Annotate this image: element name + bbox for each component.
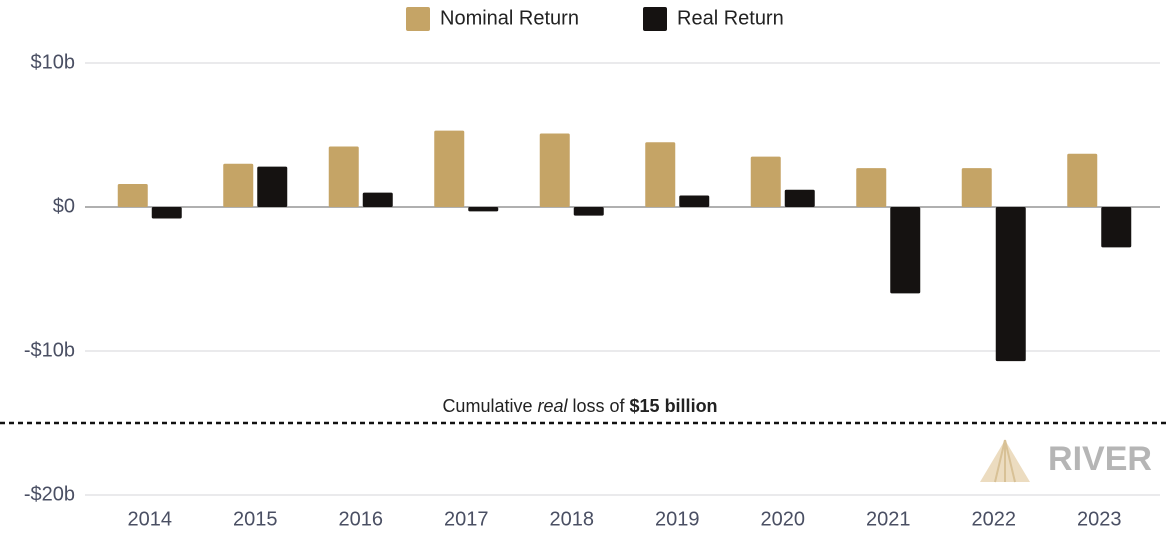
x-tick-label: 2020 (761, 508, 806, 530)
bar (784, 189, 815, 207)
y-tick-label: $0 (53, 195, 75, 217)
bar (856, 168, 887, 207)
bar (257, 166, 288, 207)
bar (328, 146, 359, 207)
watermark: RIVER (980, 439, 1152, 483)
legend-label: Real Return (677, 7, 784, 29)
bar (151, 207, 182, 219)
x-tick-label: 2023 (1077, 508, 1122, 530)
x-tick-label: 2018 (550, 508, 595, 530)
x-tick-label: 2022 (972, 508, 1017, 530)
x-tick-label: 2021 (866, 508, 911, 530)
bar (362, 192, 393, 207)
bar (1101, 207, 1132, 248)
legend-swatch (643, 7, 667, 31)
y-tick-label: -$10b (24, 339, 75, 361)
x-tick-label: 2014 (128, 508, 173, 530)
annotation-part: real (537, 396, 568, 416)
x-tick-label: 2017 (444, 508, 489, 530)
bar (750, 156, 781, 207)
legend-label: Nominal Return (440, 7, 579, 29)
bar (539, 133, 570, 207)
bar (223, 163, 254, 207)
bar (645, 142, 676, 207)
bar (468, 207, 499, 212)
annotation-part: loss of (568, 396, 630, 416)
bar (1067, 153, 1098, 207)
x-tick-label: 2019 (655, 508, 700, 530)
bar (961, 168, 992, 207)
legend-swatch (406, 7, 430, 31)
x-tick-label: 2015 (233, 508, 278, 530)
annotation: Cumulative real loss of $15 billion (442, 396, 717, 416)
bar (890, 207, 921, 294)
x-tick-label: 2016 (339, 508, 384, 530)
bar (995, 207, 1026, 362)
bar (573, 207, 604, 216)
annotation-part: Cumulative (442, 396, 537, 416)
bar (117, 183, 148, 207)
annotation-part: $15 billion (630, 396, 718, 416)
y-tick-label: -$20b (24, 483, 75, 505)
bar (434, 130, 465, 207)
watermark-text: RIVER (1048, 440, 1152, 478)
logo-icon (994, 439, 1016, 483)
y-tick-label: $10b (31, 51, 76, 73)
bar (679, 195, 710, 207)
